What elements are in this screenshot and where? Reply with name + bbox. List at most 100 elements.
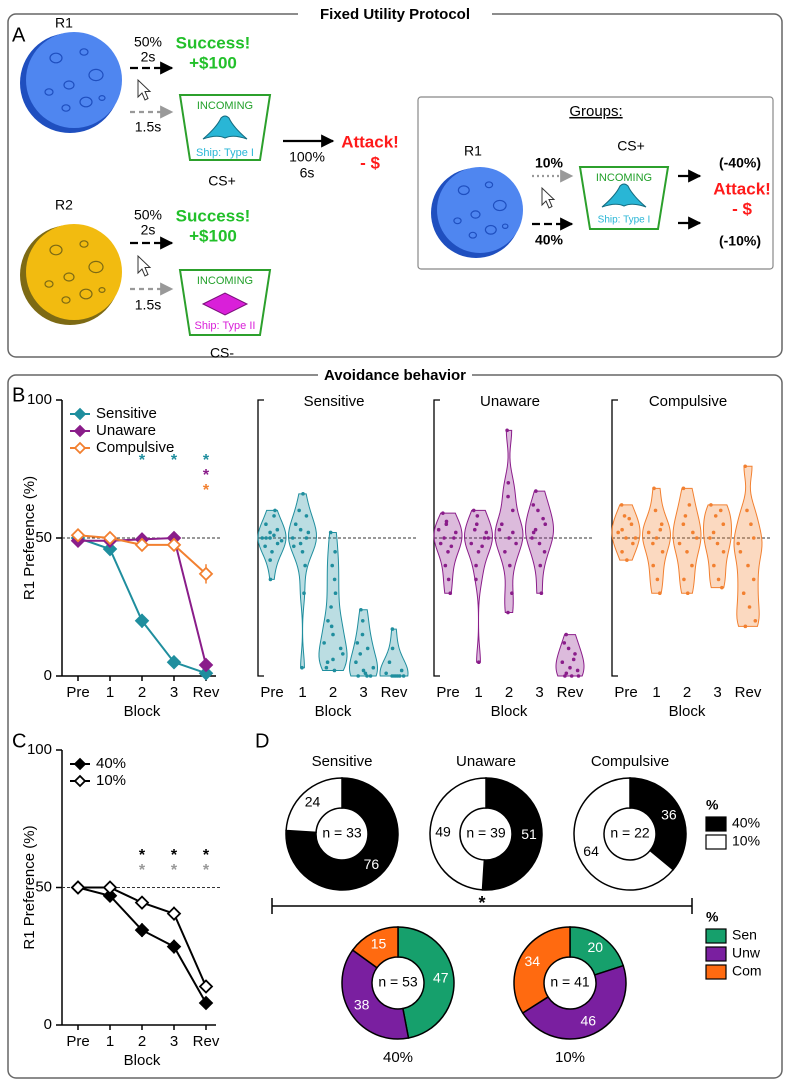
x-tick-label: Rev — [193, 684, 220, 701]
data-point — [751, 577, 756, 582]
data-point — [571, 657, 576, 662]
data-point — [297, 508, 301, 513]
data-point — [514, 541, 518, 546]
violin — [555, 634, 585, 677]
data-point — [741, 591, 746, 595]
label: Ship: Type II — [195, 320, 256, 332]
data-point — [507, 536, 511, 540]
label: Success! — [176, 33, 251, 52]
data-point — [442, 536, 446, 540]
data-point — [263, 544, 267, 549]
data-point — [510, 508, 515, 513]
data-point — [694, 536, 699, 540]
data-point — [390, 646, 395, 651]
donut-slice — [513, 926, 571, 1015]
crater — [79, 240, 89, 248]
crater — [88, 260, 104, 274]
data-point — [541, 516, 545, 521]
crater — [484, 224, 497, 235]
significance-star: * — [203, 467, 210, 484]
legend-label: Sen — [732, 927, 757, 943]
data-point — [713, 514, 718, 518]
crater — [44, 88, 54, 96]
donut-slice — [397, 926, 455, 1039]
crater — [61, 296, 71, 304]
label: Ship: Type I — [196, 147, 254, 159]
data-point — [659, 522, 664, 526]
data-point — [507, 563, 512, 568]
label: Ship: Type I — [598, 215, 651, 226]
label: INCOMING — [197, 100, 253, 112]
crater — [470, 210, 481, 219]
slice-label: 46 — [581, 1013, 597, 1029]
donut-center: n = 39 — [466, 825, 506, 841]
crater — [492, 199, 507, 212]
label: 50% — [134, 207, 162, 223]
crater — [484, 181, 494, 189]
panel-label: D — [255, 730, 269, 752]
donut-slice — [341, 949, 410, 1040]
label: 10% — [535, 155, 564, 171]
data-point — [446, 577, 451, 582]
data-point — [691, 530, 695, 535]
series-line — [77, 537, 207, 675]
x-tick-label: Pre — [614, 684, 637, 701]
slice-label: 49 — [435, 823, 451, 839]
legend-label: Unaware — [96, 422, 156, 439]
data-point — [646, 530, 651, 535]
data-point — [360, 632, 365, 637]
data-point — [685, 550, 689, 554]
marker — [198, 657, 214, 673]
data-point — [401, 674, 406, 678]
y-tick-label: 100 — [27, 741, 52, 758]
ship — [202, 115, 248, 140]
label: Attack! — [713, 179, 771, 198]
label: R1 — [55, 15, 73, 31]
data-point — [328, 530, 333, 535]
label: R2 — [55, 197, 73, 213]
data-point — [531, 530, 536, 535]
donut-center: n = 22 — [610, 825, 650, 841]
significance-star: * — [171, 452, 178, 469]
data-point — [715, 541, 720, 546]
x-tick-label: 2 — [505, 684, 513, 701]
panel-label: C — [12, 730, 26, 752]
data-point — [340, 652, 345, 656]
donut-slice — [573, 777, 675, 891]
ship — [201, 292, 249, 316]
legend-marker — [73, 441, 87, 455]
data-point — [627, 516, 632, 521]
y-tick-label: 50 — [35, 529, 52, 546]
data-point — [301, 492, 305, 496]
data-point — [651, 541, 655, 546]
data-point — [620, 527, 624, 532]
data-point — [356, 674, 360, 678]
data-point — [484, 530, 489, 535]
label: 50% — [134, 34, 162, 50]
panel-b-title: Avoidance behavior — [324, 367, 466, 384]
data-point — [687, 503, 692, 507]
data-point — [438, 541, 443, 546]
marker — [166, 906, 182, 921]
label: 6s — [300, 165, 315, 181]
label: CS+ — [617, 138, 645, 154]
data-point — [443, 563, 448, 568]
data-point — [272, 533, 276, 538]
data-point — [304, 514, 309, 518]
data-point — [657, 591, 662, 595]
legend-title: % — [706, 909, 719, 925]
data-point — [326, 619, 330, 623]
crater — [457, 185, 470, 196]
data-point — [331, 657, 335, 662]
data-point — [275, 527, 280, 532]
data-point — [306, 530, 311, 535]
data-point — [275, 541, 280, 546]
x-axis-label: Block — [124, 1052, 161, 1069]
data-point — [566, 646, 571, 651]
data-point — [444, 522, 449, 526]
data-point — [304, 536, 309, 540]
x-tick-label: Rev — [193, 1033, 220, 1050]
data-point — [360, 619, 365, 623]
